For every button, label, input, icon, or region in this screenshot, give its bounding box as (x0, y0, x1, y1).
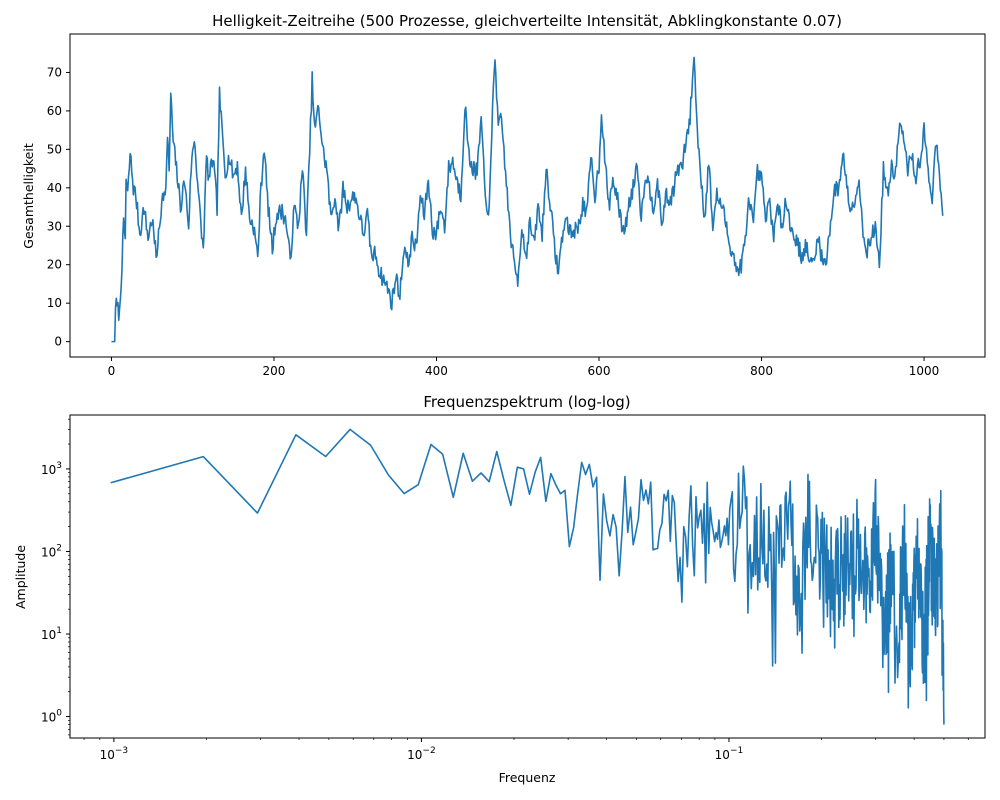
time-series-x-ticks: 0 200 400 600 800 1000 (108, 357, 940, 378)
spectrum-title: Frequenzspektrum (log-log) (423, 393, 630, 411)
time-series-line (111, 56, 944, 343)
spectrum-subplot: Frequenzspektrum (log-log) 10−3 10−2 10−1 … (13, 393, 986, 785)
x-tick-label: 10−1 (715, 746, 744, 762)
x-tick-label: 1000 (909, 364, 940, 378)
y-tick-label: 70 (47, 65, 62, 79)
time-series-y-axis-label: Gesamthelligkeit (21, 143, 36, 249)
y-tick-label: 10 (47, 296, 62, 310)
x-tick-label: 0 (108, 364, 116, 378)
x-tick-label: 400 (425, 364, 448, 378)
x-tick-label: 10−3 (100, 746, 129, 762)
time-series-plot-frame (69, 33, 986, 358)
y-tick-label: 60 (47, 104, 62, 118)
x-tick-label: 10−2 (407, 746, 436, 762)
y-tick-label: 101 (41, 626, 62, 642)
spectrum-x-axis-label: Frequenz (499, 770, 556, 785)
y-tick-label: 50 (47, 142, 62, 156)
x-tick-label: 800 (750, 364, 773, 378)
x-tick-label: 200 (263, 364, 286, 378)
time-series-line-layer (111, 56, 944, 343)
spectrum-line (110, 428, 945, 725)
time-series-subplot: Helligkeit-Zeitreihe (500 Prozesse, glei… (21, 12, 986, 378)
y-tick-label: 0 (54, 335, 62, 349)
spectrum-y-axis-label: Amplitude (13, 545, 28, 609)
spectrum-line-layer (110, 428, 945, 725)
time-series-title: Helligkeit-Zeitreihe (500 Prozesse, glei… (212, 12, 842, 30)
y-tick-label: 100 (41, 709, 62, 725)
y-tick-label: 40 (47, 181, 62, 195)
x-tick-label: 600 (588, 364, 611, 378)
y-tick-label: 103 (41, 461, 62, 477)
y-tick-label: 20 (47, 258, 62, 272)
y-tick-label: 102 (41, 543, 62, 559)
spectrum-x-ticks: 10−3 10−2 10−1 (83, 738, 969, 762)
y-tick-label: 30 (47, 219, 62, 233)
spectrum-y-ticks: 100 101 102 103 (41, 418, 70, 736)
time-series-y-ticks: 0 10 20 30 40 50 60 70 (47, 65, 70, 349)
